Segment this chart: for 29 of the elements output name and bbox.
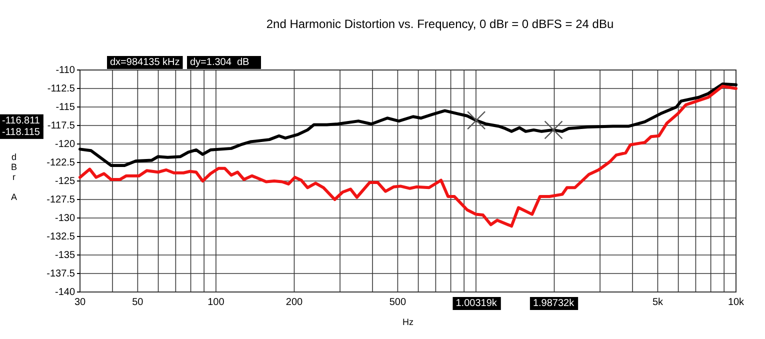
y-axis-title: dBr A	[10, 152, 18, 202]
text: dx=984135 kHz	[110, 57, 180, 68]
x-axis-title: Hz	[402, 317, 414, 327]
y-tick-label: -110	[56, 65, 76, 76]
x-tick-label: 10k	[728, 297, 746, 308]
y-tick-label: -135	[54, 250, 76, 262]
text: -118.115	[2, 126, 40, 138]
y-tick-label: -117.5	[47, 120, 76, 132]
x-tick-label: 50	[132, 297, 144, 308]
y-tick-label: -132.5	[46, 232, 76, 243]
y-tick-label: -115	[56, 102, 76, 114]
text: dy=1.304 dB	[190, 57, 250, 68]
y-tick-label: -137.5	[46, 268, 76, 280]
y-tick-label: -122.5	[46, 158, 76, 169]
chart-title: 2nd Harmonic Distortion vs. Frequency, 0 dBr = 0 dBFS = 24 dBu	[266, 17, 614, 31]
text: -116.811	[2, 115, 40, 126]
y-tick-label: -125	[54, 176, 76, 188]
y-tick-label: -120	[54, 139, 76, 150]
y-tick-label: -112.5	[47, 84, 76, 95]
x-tick-label: 100	[208, 297, 225, 308]
y-tick-label: -130	[54, 213, 76, 224]
y-tick-label: -127.5	[46, 194, 76, 206]
x-tick-label: 30	[74, 297, 86, 308]
y-tick-label: -140	[54, 287, 76, 298]
text: 1.98732k	[532, 298, 576, 309]
x-tick-label: 5k	[652, 297, 664, 308]
x-tick-label: 200	[286, 297, 304, 308]
x-tick-label: 500	[389, 297, 406, 308]
text: 1.00319k	[456, 298, 498, 309]
